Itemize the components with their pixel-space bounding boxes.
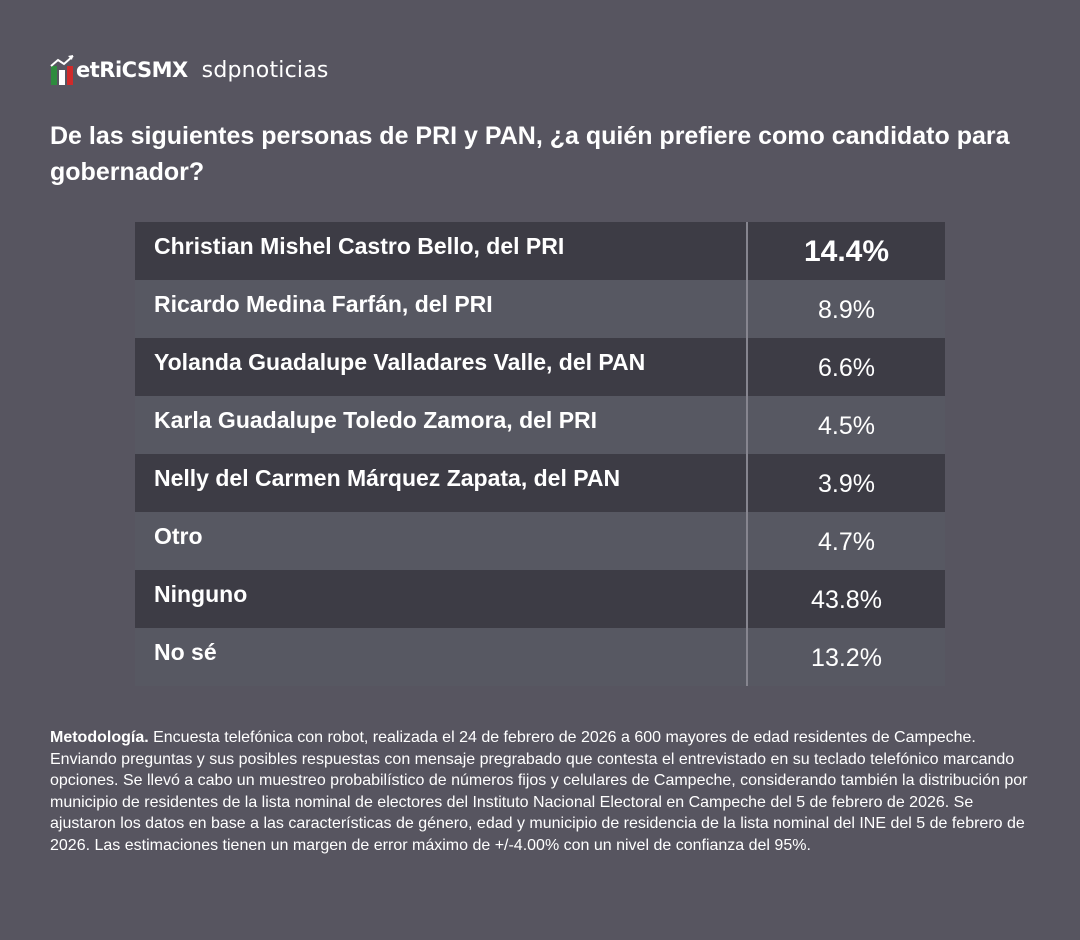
candidate-percentage: 8.9%: [818, 296, 875, 324]
result-row: Karla Guadalupe Toledo Zamora, del PRI 4…: [135, 396, 945, 454]
result-row: Otro 4.7%: [135, 512, 945, 570]
option-percentage: 13.2%: [811, 644, 882, 672]
option-name: Ninguno: [135, 570, 748, 628]
result-row: Nelly del Carmen Márquez Zapata, del PAN…: [135, 454, 945, 512]
methodology-text: Encuesta telefónica con robot, realizada…: [50, 729, 1028, 854]
option-percentage: 43.8%: [811, 586, 882, 614]
results-table: Christian Mishel Castro Bello, del PRI 1…: [135, 222, 945, 686]
metricsmx-logo: etRiCSMX: [50, 54, 188, 86]
candidate-percentage: 3.9%: [818, 470, 875, 498]
result-row: Christian Mishel Castro Bello, del PRI 1…: [135, 222, 945, 280]
result-row: Ninguno 43.8%: [135, 570, 945, 628]
candidate-percentage: 4.5%: [818, 412, 875, 440]
candidate-name: Yolanda Guadalupe Valladares Valle, del …: [135, 338, 748, 396]
result-row: Ricardo Medina Farfán, del PRI 8.9%: [135, 280, 945, 338]
candidate-name: Nelly del Carmen Márquez Zapata, del PAN: [135, 454, 748, 512]
methodology-note: Metodología. Encuesta telefónica con rob…: [50, 727, 1040, 856]
survey-question: De las siguientes personas de PRI y PAN,…: [50, 122, 1010, 186]
sdpnoticias-logo: sdpnoticias: [201, 57, 329, 83]
candidate-percentage: 14.4%: [803, 235, 890, 268]
metricsmx-logo-text: etRiCSMX: [76, 58, 188, 82]
result-row: No sé 13.2%: [135, 628, 945, 686]
option-name: No sé: [135, 628, 748, 686]
candidate-name: Ricardo Medina Farfán, del PRI: [135, 280, 748, 338]
metricsmx-logo-icon: [50, 55, 74, 85]
methodology-label: Metodología.: [50, 729, 149, 746]
option-percentage: 4.7%: [818, 528, 875, 556]
candidate-name: Karla Guadalupe Toledo Zamora, del PRI: [135, 396, 748, 454]
candidate-percentage: 6.6%: [818, 354, 875, 382]
brand-header: etRiCSMX sdpnoticias: [50, 50, 329, 90]
result-row: Yolanda Guadalupe Valladares Valle, del …: [135, 338, 945, 396]
candidate-name: Christian Mishel Castro Bello, del PRI: [135, 222, 748, 280]
option-name: Otro: [135, 512, 748, 570]
